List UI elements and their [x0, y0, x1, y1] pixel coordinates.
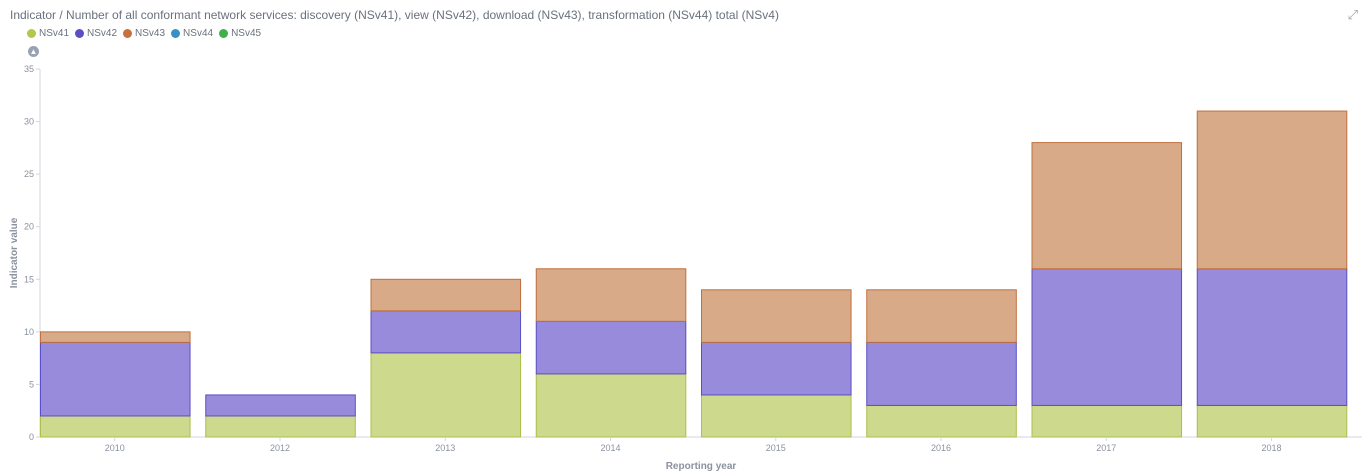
y-tick: 20: [24, 222, 40, 232]
bar-nsv42-2016: [866, 341, 1017, 406]
bar-nsv43-2017: [1031, 142, 1183, 270]
x-tick: 2012: [270, 437, 290, 453]
legend-dot-icon: [171, 29, 181, 38]
bar-nsv41-2010: [40, 415, 191, 438]
legend-item-nsv45[interactable]: NSv45: [219, 28, 261, 39]
y-tick-label: 10: [24, 327, 34, 337]
x-tick: 2018: [1262, 437, 1282, 453]
bar-nsv41-2014: [535, 373, 687, 438]
x-axis-title: Reporting year: [666, 461, 737, 472]
chevron-up-icon[interactable]: ▲: [28, 46, 39, 57]
legend-item-nsv41[interactable]: NSv41: [27, 28, 69, 39]
y-tick-label: 15: [24, 274, 34, 284]
bar-nsv41-2015: [701, 394, 852, 438]
y-tick: 25: [24, 169, 40, 179]
x-tick: 2015: [766, 437, 786, 453]
x-tick-label: 2016: [931, 443, 951, 453]
bar-nsv43-2010: [40, 331, 191, 343]
legend-label: NSv45: [231, 28, 262, 39]
bar-nsv42-2015: [701, 341, 852, 396]
bar-nsv41-2013: [370, 352, 522, 438]
legend: NSv41 NSv42 NSv43 NSv44 NSv45: [27, 28, 261, 39]
x-tick: 2013: [435, 437, 455, 453]
y-tick-label: 25: [24, 169, 34, 179]
bar-nsv43-2018: [1196, 110, 1348, 270]
legend-dot-icon: [219, 29, 229, 38]
y-tick-label: 20: [24, 222, 34, 232]
y-tick: 10: [24, 327, 40, 337]
x-tick: 2010: [105, 437, 125, 453]
x-tick-label: 2010: [105, 443, 125, 453]
y-tick: 15: [24, 274, 40, 284]
legend-label: NSv42: [87, 28, 118, 39]
y-tick-label: 0: [29, 432, 34, 442]
y-axis-title: Indicator value: [9, 217, 20, 288]
bar-nsv42-2013: [370, 310, 522, 354]
legend-label: NSv41: [39, 28, 70, 39]
bar-nsv42-2012: [205, 394, 356, 417]
x-tick: 2017: [1096, 437, 1116, 453]
legend-dot-icon: [75, 29, 85, 38]
x-tick-label: 2012: [270, 443, 290, 453]
bar-nsv41-2016: [866, 404, 1017, 438]
x-tick-label: 2017: [1096, 443, 1116, 453]
chart-title: Indicator / Number of all conformant net…: [10, 8, 779, 22]
x-tick-label: 2015: [766, 443, 786, 453]
y-tick-label: 5: [29, 379, 34, 389]
legend-dot-icon: [123, 29, 133, 38]
bar-nsv41-2012: [205, 415, 356, 438]
legend-dot-icon: [27, 29, 36, 38]
y-tick: 0: [29, 432, 40, 442]
legend-item-nsv43[interactable]: NSv43: [123, 28, 165, 39]
bar-nsv42-2018: [1196, 268, 1348, 406]
bar-nsv43-2016: [866, 289, 1017, 343]
legend-label: NSv43: [135, 28, 166, 39]
x-tick: 2014: [601, 437, 621, 453]
legend-label: NSv44: [183, 28, 214, 39]
bar-nsv43-2015: [701, 289, 852, 343]
bar-nsv42-2014: [535, 320, 687, 375]
x-tick-label: 2014: [601, 443, 621, 453]
y-tick: 5: [29, 379, 40, 389]
bar-nsv42-2017: [1031, 268, 1183, 406]
bar-nsv41-2018: [1196, 404, 1348, 438]
expand-icon[interactable]: ⤢: [1347, 7, 1358, 22]
legend-item-nsv42[interactable]: NSv42: [75, 28, 117, 39]
x-tick-label: 2013: [435, 443, 455, 453]
bar-nsv41-2017: [1031, 404, 1183, 438]
bar-nsv43-2014: [535, 268, 687, 322]
y-tick-label: 30: [24, 117, 34, 127]
y-tick: 30: [24, 117, 40, 127]
y-tick: 35: [24, 64, 40, 74]
x-tick-label: 2018: [1262, 443, 1282, 453]
y-tick-label: 35: [24, 64, 34, 74]
legend-item-nsv44[interactable]: NSv44: [171, 28, 213, 39]
bar-nsv42-2010: [40, 341, 191, 417]
x-tick: 2016: [931, 437, 951, 453]
bar-nsv43-2013: [370, 278, 522, 312]
